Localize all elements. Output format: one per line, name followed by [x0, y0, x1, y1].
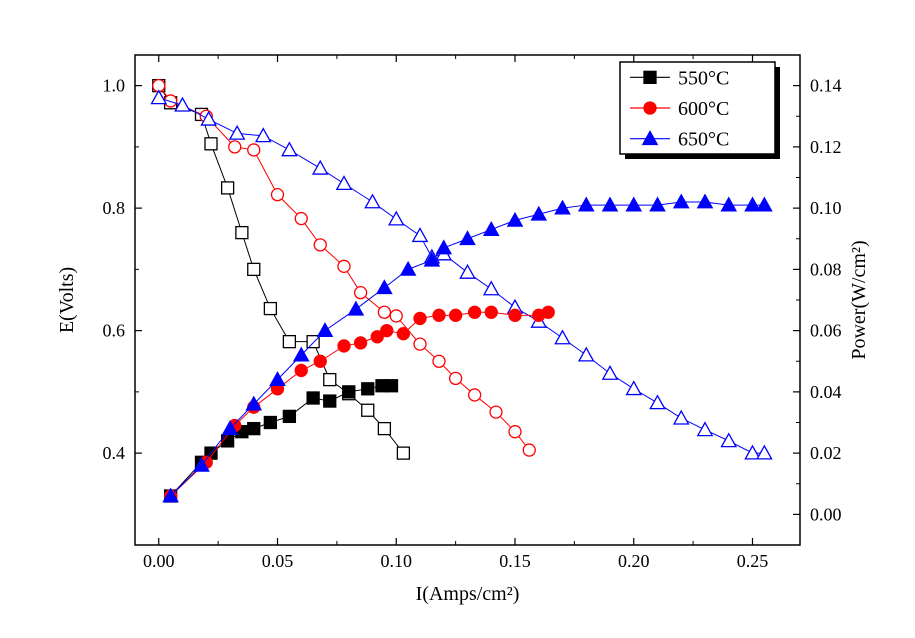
svg-text:0.08: 0.08 — [810, 259, 842, 279]
svg-text:0.04: 0.04 — [810, 382, 842, 402]
legend-label: 600°C — [678, 98, 729, 120]
svg-text:0.10: 0.10 — [381, 551, 413, 571]
svg-text:0.15: 0.15 — [499, 551, 531, 571]
legend-label: 550°C — [678, 67, 729, 89]
svg-text:0.00: 0.00 — [143, 551, 175, 571]
svg-text:0.4: 0.4 — [103, 443, 126, 463]
svg-text:0.8: 0.8 — [103, 198, 126, 218]
svg-text:0.02: 0.02 — [810, 443, 842, 463]
polarization-power-chart: 0.00 0.05 0.10 0.15 0.20 0.25 0.4 0.6 0.8 1.0 0.00… — [0, 0, 915, 638]
svg-text:0.10: 0.10 — [810, 198, 842, 218]
svg-text:0.25: 0.25 — [737, 551, 769, 571]
y-right-axis-label: Power(W/cm²) — [848, 240, 870, 359]
x-axis-label: I(Amps/cm²) — [416, 583, 520, 605]
svg-text:0.14: 0.14 — [810, 76, 842, 96]
y-left-axis-label: E(Volts) — [56, 267, 78, 333]
svg-text:0.6: 0.6 — [103, 321, 126, 341]
svg-text:0.20: 0.20 — [618, 551, 650, 571]
svg-text:0.12: 0.12 — [810, 137, 842, 157]
svg-text:1.0: 1.0 — [103, 76, 126, 96]
legend-label: 650°C — [678, 129, 729, 151]
svg-text:0.05: 0.05 — [262, 551, 294, 571]
svg-text:0.00: 0.00 — [810, 504, 842, 524]
svg-text:0.06: 0.06 — [810, 321, 842, 341]
